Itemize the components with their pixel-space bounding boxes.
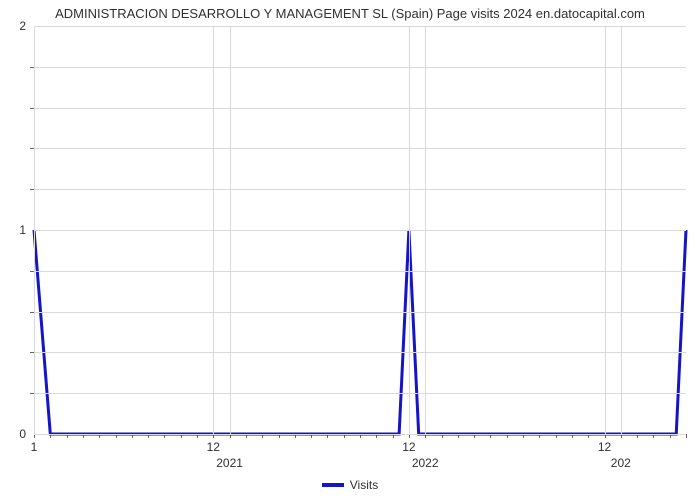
grid-line-v	[213, 26, 214, 434]
grid-line-h-minor	[34, 393, 686, 394]
grid-line-v	[34, 26, 35, 434]
grid-line-h-minor	[34, 148, 686, 149]
grid-line-h-minor	[34, 108, 686, 109]
grid-line-v	[425, 26, 426, 434]
grid-line-h-minor	[34, 312, 686, 313]
chart-svg-layer	[0, 0, 700, 500]
grid-line-v	[621, 26, 622, 434]
legend-swatch	[322, 483, 344, 487]
grid-line-v	[230, 26, 231, 434]
grid-line-h-minor	[34, 271, 686, 272]
series-line-visits	[34, 230, 686, 434]
grid-line-h	[34, 26, 686, 27]
grid-line-v	[605, 26, 606, 434]
grid-line-h	[34, 230, 686, 231]
grid-line-v	[409, 26, 410, 434]
grid-line-h-minor	[34, 352, 686, 353]
grid-line-h	[34, 434, 686, 435]
legend-label: Visits	[350, 478, 378, 492]
chart-legend: Visits	[0, 478, 700, 492]
grid-line-h-minor	[34, 189, 686, 190]
grid-line-h-minor	[34, 67, 686, 68]
